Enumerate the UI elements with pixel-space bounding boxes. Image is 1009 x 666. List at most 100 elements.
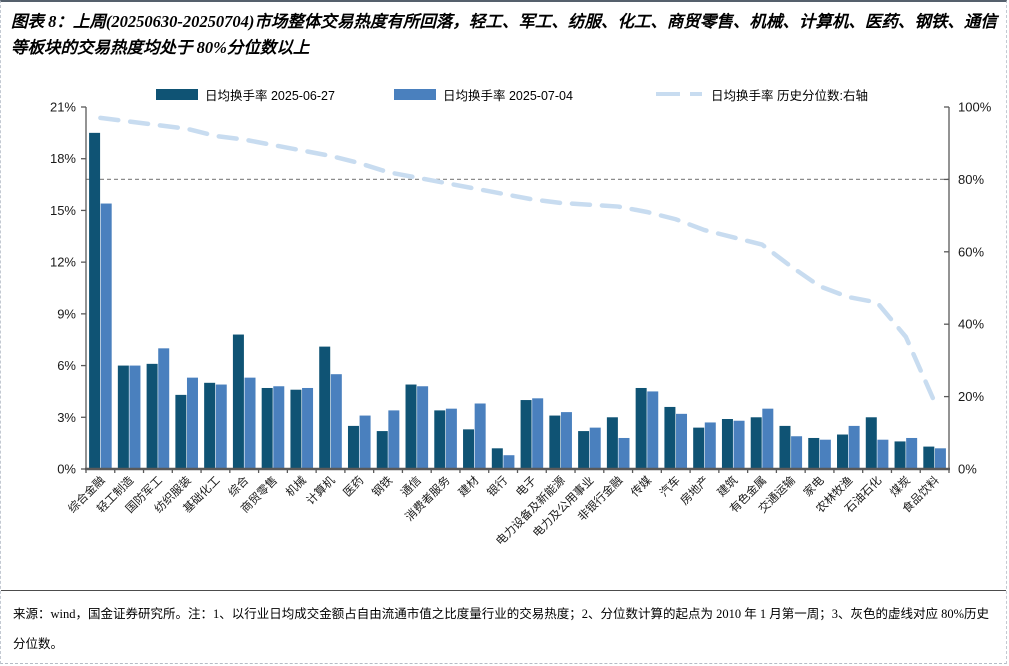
bar-prev-2 — [146, 363, 158, 469]
bar-prev-6 — [261, 387, 273, 469]
bar-curr-4 — [215, 384, 227, 469]
percentile-line — [98, 115, 937, 405]
legend-dashed-line-icon — [656, 92, 702, 96]
legend-label-series1: 日均换手率 2025-06-27 — [205, 88, 335, 103]
bar-curr-6 — [273, 386, 285, 469]
category-label: 建筑 — [714, 473, 741, 500]
bar-prev-14 — [491, 448, 503, 469]
category-label: 传媒 — [628, 473, 655, 500]
legend-item-series1: 日均换手率 2025-06-27 — [156, 86, 335, 103]
source-note: 来源：wind，国金证券研究所。注：1、以行业日均成交金额占自由流通市值之比度量… — [1, 590, 1006, 663]
bar-prev-3 — [175, 394, 187, 469]
bar-curr-26 — [848, 425, 860, 469]
bar-curr-11 — [417, 386, 429, 469]
bar-curr-24 — [791, 436, 803, 469]
figure-title: 图表 8：上周(20250630-20250704)市场整体交易热度有所回落，轻… — [11, 12, 997, 57]
bar-curr-1 — [129, 365, 141, 469]
bar-prev-7 — [290, 389, 302, 469]
left-axis-tick-label: 3% — [57, 410, 76, 425]
left-axis-tick-label: 9% — [57, 306, 76, 321]
category-label: 房地产 — [677, 473, 711, 507]
legend-label-series2: 日均换手率 2025-07-04 — [443, 88, 573, 103]
bar-prev-27 — [865, 417, 877, 469]
bar-prev-15 — [520, 400, 532, 469]
bar-prev-28 — [894, 441, 906, 469]
bar-curr-19 — [647, 391, 659, 469]
bar-curr-23 — [762, 408, 774, 469]
bar-curr-25 — [819, 439, 831, 469]
category-label: 汽车 — [657, 473, 683, 499]
bar-prev-26 — [837, 434, 849, 469]
category-label: 机械 — [283, 473, 310, 500]
legend-item-series2: 日均换手率 2025-07-04 — [394, 86, 573, 103]
right-axis-tick-label: 60% — [958, 244, 984, 259]
bar-curr-9 — [359, 415, 371, 469]
bar-curr-20 — [676, 413, 688, 469]
bar-curr-2 — [158, 348, 170, 469]
right-axis-tick-label: 100% — [958, 100, 992, 115]
category-label: 电子 — [514, 474, 539, 499]
bar-prev-1 — [117, 365, 129, 469]
bar-curr-3 — [186, 377, 198, 469]
bar-curr-28 — [906, 437, 918, 469]
bar-curr-14 — [503, 455, 515, 469]
bar-curr-5 — [244, 377, 256, 469]
category-label: 通信 — [398, 474, 423, 499]
bar-curr-0 — [100, 203, 112, 470]
bar-prev-13 — [463, 429, 475, 469]
bar-curr-13 — [474, 403, 486, 469]
right-axis-tick-label: 0% — [958, 462, 977, 477]
bar-prev-11 — [405, 384, 417, 469]
bar-prev-25 — [808, 437, 820, 469]
bar-curr-8 — [330, 374, 342, 469]
bar-curr-16 — [560, 412, 572, 469]
bar-curr-7 — [302, 387, 314, 469]
bar-curr-10 — [388, 410, 400, 469]
bar-curr-15 — [532, 398, 544, 469]
category-label: 医药 — [341, 474, 366, 499]
bar-prev-21 — [693, 427, 705, 469]
bar-prev-5 — [232, 334, 244, 469]
category-label: 计算机 — [303, 473, 338, 508]
right-axis-tick-label: 20% — [958, 389, 984, 404]
category-label: 银行 — [484, 473, 510, 499]
legend-swatch-light-bar-icon — [394, 88, 436, 100]
category-label: 家电 — [801, 473, 828, 500]
bar-prev-23 — [750, 417, 762, 469]
left-axis-tick-label: 21% — [50, 100, 76, 115]
bar-prev-19 — [635, 387, 647, 469]
bar-prev-4 — [204, 382, 216, 469]
bar-curr-17 — [589, 427, 601, 469]
bar-prev-12 — [434, 410, 446, 469]
legend-swatch-dark-bar-icon — [156, 88, 198, 100]
category-label: 综合 — [225, 473, 252, 500]
bar-prev-8 — [319, 346, 331, 469]
bar-prev-20 — [664, 406, 676, 469]
bar-prev-9 — [347, 425, 359, 469]
legend: 日均换手率 2025-06-27 日均换手率 2025-07-04 日均换手率 … — [1, 86, 1006, 104]
bar-curr-18 — [618, 437, 630, 469]
right-axis-tick-label: 80% — [958, 172, 984, 187]
bar-curr-27 — [877, 439, 889, 469]
bar-curr-29 — [934, 448, 946, 469]
bar-prev-18 — [606, 417, 618, 469]
left-axis-tick-label: 15% — [50, 203, 76, 218]
bar-curr-21 — [704, 422, 716, 469]
bar-prev-16 — [549, 415, 561, 469]
bar-curr-22 — [733, 420, 745, 469]
legend-label-series3: 日均换手率 历史分位数:右轴 — [711, 88, 868, 103]
bar-curr-12 — [445, 408, 457, 469]
category-label: 钢铁 — [370, 474, 396, 500]
bar-prev-10 — [376, 431, 388, 469]
bar-prev-17 — [578, 431, 590, 469]
left-axis-tick-label: 18% — [50, 151, 76, 166]
right-axis-tick-label: 40% — [958, 317, 984, 332]
bar-prev-0 — [89, 132, 101, 469]
bar-prev-29 — [923, 446, 935, 469]
left-axis-tick-label: 12% — [50, 255, 76, 270]
left-axis-tick-label: 0% — [57, 462, 76, 477]
left-axis-tick-label: 6% — [57, 358, 76, 373]
bar-prev-22 — [721, 419, 733, 469]
